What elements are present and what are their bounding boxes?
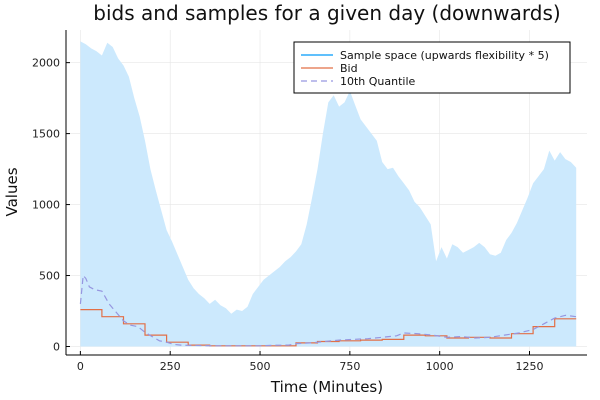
x-tick-label: 250 [160,360,181,373]
axes-layer [65,30,587,356]
band-layer [80,41,577,347]
x-tick-label: 750 [339,360,360,373]
x-tick-label: 1250 [516,360,544,373]
tick-layer: 0 250 500 750 1000 1250 0 500 1000 1500 2000 [32,57,544,373]
bid-step-line [80,309,577,347]
legend-label-sample-space: Sample space (upwards flexibility * 5) [340,49,549,62]
chart-title: bids and samples for a given day (downwa… [93,1,560,25]
y-tick-label: 2000 [32,57,60,70]
line-layer [79,274,577,347]
y-tick-label: 500 [39,270,60,283]
legend-label-bid: Bid [340,62,358,75]
sample-space-band [80,41,577,347]
y-tick-label: 0 [53,340,60,353]
x-tick-label: 1000 [426,360,454,373]
legend: Sample space (upwards flexibility * 5) B… [293,41,571,94]
x-tick-label: 500 [250,360,271,373]
y-tick-label: 1000 [32,199,60,212]
x-axis-label: Time (Minutes) [270,378,383,396]
x-tick-label: 0 [77,360,84,373]
y-tick-label: 1500 [32,128,60,141]
y-axis-label: Values [3,167,21,216]
legend-label-10th-quantile: 10th Quantile [340,75,416,88]
legend-box [293,41,571,94]
